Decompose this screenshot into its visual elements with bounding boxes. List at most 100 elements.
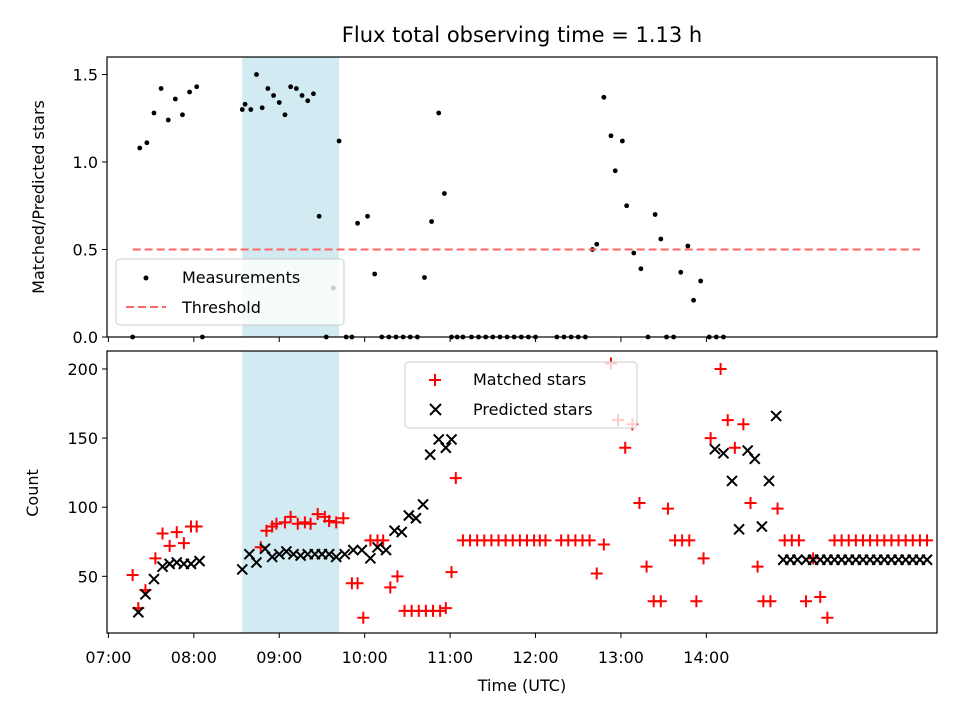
legend-matched-label: Matched stars <box>473 370 586 389</box>
matched-star-point <box>821 611 834 624</box>
matched-star-point <box>714 362 727 375</box>
matched-star-point <box>697 552 710 565</box>
matched-star-point <box>792 534 805 547</box>
bottom-y-axis-label: Count <box>23 469 42 517</box>
measurement-point <box>187 89 192 95</box>
measurement-point <box>282 112 288 118</box>
highlight-span-bottom <box>242 351 340 633</box>
matched-star-point <box>284 510 297 523</box>
matched-star-point <box>744 497 757 510</box>
matched-star-point <box>814 591 827 604</box>
measurement-point <box>248 107 254 112</box>
top-y-tick-label: 1.0 <box>73 153 98 172</box>
measurement-point <box>293 86 299 91</box>
bottom-legend-box <box>404 361 638 429</box>
legend-predicted-marker <box>429 403 442 416</box>
predicted-star-point <box>395 526 408 538</box>
measurement-point <box>619 138 625 144</box>
top-axes-frame <box>106 56 938 338</box>
matched-star-point <box>330 516 343 529</box>
predicted-star-point <box>440 442 452 454</box>
measurement-point <box>276 100 282 105</box>
predicted-star-point <box>323 548 335 560</box>
predicted-star-point <box>371 541 384 554</box>
predicted-star-point <box>347 544 360 556</box>
top-y-axis-label: Matched/Predicted stars <box>29 100 48 294</box>
top-legend: Measurements Threshold <box>115 258 345 326</box>
measurement-point <box>355 220 360 226</box>
measurement-point <box>631 250 637 256</box>
x-tick-label: 09:00 <box>256 648 302 667</box>
measurement-point <box>242 101 248 107</box>
predicted-star-point <box>364 552 377 565</box>
matched-star-point <box>771 502 784 515</box>
predicted-star-point <box>717 447 730 460</box>
matched-star-point <box>377 534 390 547</box>
measurement-point <box>429 219 434 224</box>
predicted-star-point <box>763 475 775 487</box>
x-tick-label: 11:00 <box>427 648 473 667</box>
measurement-point <box>259 105 265 111</box>
predicted-star-point <box>139 588 152 601</box>
measurement-point <box>265 86 271 91</box>
top-x-ticks <box>107 337 707 342</box>
bottom-y-tick-label: 200 <box>67 360 98 379</box>
measurement-point <box>372 271 378 277</box>
bottom-y-tick-label: 50 <box>78 567 98 586</box>
predicted-star-point <box>330 551 342 563</box>
matched-star-point <box>149 552 162 565</box>
measurement-point <box>288 84 294 90</box>
matched-star-point <box>391 570 404 583</box>
legend-threshold-label: Threshold <box>181 298 261 317</box>
measurement-point <box>685 243 691 249</box>
measurement-point <box>436 110 442 116</box>
matched-star-point <box>590 567 603 580</box>
measurement-point <box>698 278 704 284</box>
measurement-point <box>652 212 658 217</box>
bottom-x-ticks: 07:00 08:00 09:00 10:00 11:00 12:00 13:00 14:00 <box>85 633 729 667</box>
bottom-panel: 50 100 150 200 07:00 08:00 09:00 10:00 11:00 12:… <box>23 350 938 695</box>
measurement-point <box>594 241 600 247</box>
measurement-point <box>601 94 607 100</box>
predicted-star-point <box>921 554 933 566</box>
legend-predicted-label: Predicted stars <box>473 400 593 419</box>
measurement-point <box>299 93 305 98</box>
matched-star-point <box>921 534 934 547</box>
matched-star-point <box>434 604 447 617</box>
predicted-stars-series <box>132 410 933 618</box>
matched-star-point <box>298 516 311 529</box>
matched-star-point <box>640 560 653 573</box>
matched-star-point <box>539 534 552 547</box>
predicted-star-point <box>410 512 422 524</box>
predicted-star-point <box>266 551 278 563</box>
matched-star-point <box>384 581 397 594</box>
bottom-axes-frame <box>106 350 938 634</box>
chart-title: Flux total observing time = 1.13 h <box>342 23 702 47</box>
predicted-star-point <box>445 433 458 446</box>
matched-star-point <box>337 512 350 525</box>
matched-star-point <box>304 517 317 530</box>
bottom-legend: Matched stars Predicted stars <box>404 361 638 429</box>
measurement-point <box>638 266 644 272</box>
matched-star-point <box>661 502 674 515</box>
measurement-point <box>151 110 157 116</box>
predicted-star-point <box>148 573 160 585</box>
x-tick-label: 13:00 <box>598 648 644 667</box>
measurement-point <box>172 96 178 102</box>
top-panel: 0.0 0.5 1.0 1.5 Matched/Predicted stars Mea… <box>29 56 938 347</box>
matched-star-point <box>728 441 741 454</box>
measurement-point <box>442 191 447 196</box>
matched-star-point <box>439 602 452 615</box>
matched-star-point <box>764 595 777 608</box>
measurement-point <box>194 84 200 90</box>
predicted-star-point <box>709 443 721 455</box>
matched-star-point <box>619 441 632 454</box>
predicted-star-point <box>250 556 263 569</box>
matched-star-point <box>156 527 169 540</box>
legend-matched-marker <box>429 374 441 386</box>
measurement-point <box>612 168 618 174</box>
measurement-point <box>137 145 143 151</box>
predicted-star-point <box>236 563 248 576</box>
predicted-star-point <box>417 498 429 511</box>
